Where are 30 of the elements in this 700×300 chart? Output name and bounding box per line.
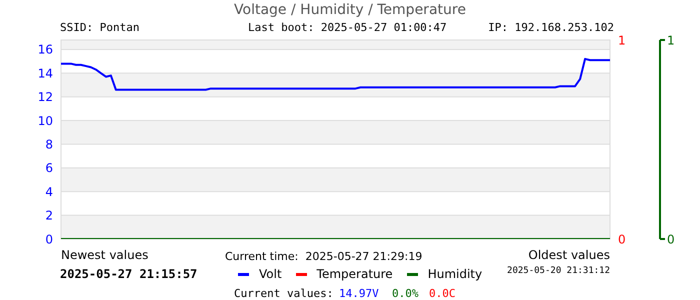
- y3-tick-label: 1: [667, 33, 675, 48]
- chart-title: Voltage / Humidity / Temperature: [233, 2, 467, 18]
- text: Last boot: 2025-05-27 01:00:47: [248, 21, 447, 34]
- y-tick-label: 16: [38, 42, 53, 57]
- y-tick-label: 10: [38, 114, 53, 128]
- text: Newest values: [61, 248, 148, 262]
- text: Oldest values: [528, 248, 610, 262]
- text: 0.0C: [429, 287, 456, 300]
- text: 0.0%: [392, 287, 418, 300]
- text: Current values:: [234, 287, 334, 300]
- y-tick-label: 8: [45, 138, 53, 152]
- legend-label: Temperature: [316, 267, 393, 281]
- text: SSID: Pontan: [60, 21, 140, 34]
- line-series: [60, 58, 611, 91]
- text: 2025-05-27 21:15:57: [60, 267, 198, 281]
- text: IP: 192.168.253.102: [488, 21, 614, 34]
- text: 2025-05-20 21:31:12: [507, 266, 610, 276]
- y2-tick-label: 0: [618, 232, 626, 246]
- text: Current time: 2025-05-27 21:29:19: [225, 250, 422, 263]
- y-tick-label: 12: [38, 90, 53, 104]
- y-tick-label: 0: [45, 232, 53, 246]
- text: 14.97V: [339, 287, 379, 300]
- y-tick-label: 6: [45, 161, 53, 176]
- y-tick-label: 2: [45, 208, 53, 223]
- y-tick-label: 14: [38, 66, 53, 80]
- y3-tick-label: 0: [667, 232, 675, 246]
- y2-tick-label: 1: [618, 33, 626, 48]
- legend-label: Humidity: [428, 267, 482, 281]
- legend-label: Volt: [259, 267, 282, 281]
- y-tick-label: 4: [45, 184, 53, 199]
